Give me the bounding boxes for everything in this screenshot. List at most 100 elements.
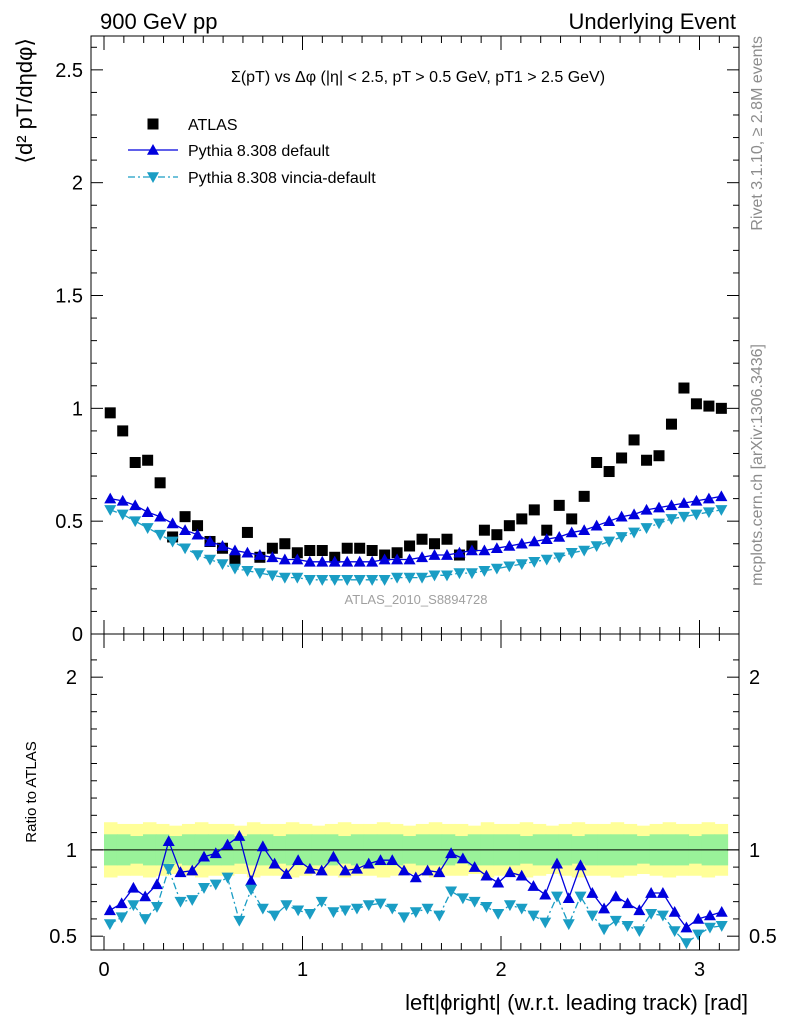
- header-right-label: Underlying Event: [568, 9, 736, 34]
- main-series-1-point: [204, 535, 217, 547]
- main-series-2-point: [628, 527, 641, 539]
- main-series-0-point: [266, 542, 278, 554]
- ratio-series-0-point: [398, 864, 411, 876]
- main-series-2-point: [565, 547, 578, 559]
- x-tick-label: 0: [98, 959, 109, 981]
- ratio-series-1-point: [468, 896, 481, 908]
- ratio-series-0-point: [245, 874, 258, 886]
- main-series-0-point: [179, 511, 191, 523]
- ratio-series-1-point: [633, 926, 646, 938]
- ratio-series-1-point: [303, 908, 316, 920]
- ratio-series-1-point: [103, 919, 116, 931]
- ratio-series-1-point: [374, 898, 387, 910]
- main-plot-area: [104, 382, 728, 586]
- main-series-2-point: [191, 550, 204, 562]
- ratio-series-0-point: [339, 864, 352, 876]
- main-series-1-point: [378, 553, 391, 565]
- ratio-series-1-point: [645, 908, 658, 920]
- main-series-1-point: [440, 549, 453, 560]
- ratio-series-0-point: [492, 876, 505, 888]
- ratio-series-1-point: [715, 921, 728, 932]
- ratio-series-0-point: [162, 835, 175, 847]
- main-series-1-point: [702, 492, 715, 504]
- main-series-2-point: [702, 507, 715, 519]
- ratio-y-tick-label-right: 2: [749, 667, 760, 689]
- main-series-1-point: [228, 544, 241, 556]
- main-series-1-point: [278, 553, 291, 565]
- main-series-2-point: [278, 572, 291, 584]
- main-series-2-point: [241, 566, 254, 577]
- main-series-0-point: [391, 547, 403, 559]
- ratio-series-0-point: [562, 892, 575, 903]
- main-series-1-point: [665, 499, 678, 511]
- ratio-y-axis-label: Ratio to ATLAS: [23, 741, 40, 842]
- ratio-series-1-point: [268, 910, 281, 922]
- main-series-2-point: [478, 566, 491, 577]
- main-series-0-point: [578, 490, 590, 502]
- main-series-1-point: [179, 524, 192, 535]
- ratio-series-0-point: [362, 857, 375, 869]
- ratio-series-0-point: [127, 881, 140, 893]
- ratio-series-0-point: [327, 850, 340, 862]
- main-series-2-point: [116, 509, 129, 521]
- main-series-0-point: [678, 382, 690, 394]
- main-series-2-point: [104, 505, 117, 516]
- main-series-2-point: [328, 575, 341, 586]
- ratio-series-0-point: [515, 869, 528, 881]
- main-series-0-point: [142, 454, 154, 466]
- main-series-1-point: [328, 555, 341, 567]
- main-series-2-point: [640, 523, 653, 534]
- main-series-0-point: [341, 542, 353, 554]
- main-series-1-point: [241, 546, 254, 558]
- main-series-2-point: [465, 568, 478, 580]
- ratio-series-1-point: [433, 910, 446, 922]
- main-series-2-point: [129, 516, 142, 528]
- ratio-series-1-point: [256, 903, 269, 915]
- ratio-series-1-point: [362, 900, 375, 912]
- ratio-plot-area: [91, 822, 739, 950]
- ratio-series-1-point: [233, 915, 246, 927]
- main-series-0-point: [129, 456, 141, 468]
- ratio-series-1-point: [609, 915, 622, 927]
- main-series-2-point: [590, 541, 603, 552]
- legend-entry: Pythia 8.308 default: [188, 143, 330, 160]
- ratio-series-0-point: [692, 912, 705, 924]
- ratio-series-0-point: [292, 854, 305, 866]
- main-series-2-point: [653, 518, 666, 530]
- main-series-2-point: [204, 554, 217, 566]
- main-series-2-point: [715, 505, 728, 516]
- ratio-series-1-point: [562, 919, 575, 931]
- main-series-0-point: [416, 533, 428, 545]
- main-series-2-point: [154, 529, 167, 541]
- main-series-1-point: [353, 555, 366, 567]
- ratio-series-1-point: [515, 903, 528, 915]
- main-series-2-point: [253, 568, 266, 580]
- ratio-series-0-point: [586, 887, 599, 898]
- ratio-y-tick-label-left: 0.5: [49, 926, 77, 948]
- ratio-series-0-point: [633, 904, 646, 916]
- main-series-1-point: [316, 555, 329, 567]
- main-series-2-point: [403, 572, 416, 584]
- ratio-y-tick-label-right: 0.5: [749, 926, 777, 948]
- main-series-0-point: [715, 402, 727, 414]
- main-series-0-point: [566, 513, 578, 525]
- main-series-2-point: [366, 575, 379, 586]
- main-series-2-point: [391, 572, 404, 584]
- ratio-series-0-point: [268, 857, 281, 869]
- main-series-2-point: [528, 556, 541, 568]
- main-series-1-point: [603, 515, 616, 526]
- main-series-2-point: [303, 575, 316, 586]
- ratio-series-1-point: [421, 903, 434, 915]
- main-series-0-point: [441, 533, 453, 545]
- ratio-y-tick-label-left: 2: [66, 667, 77, 689]
- ratio-series-0-point: [186, 864, 199, 876]
- ratio-series-1-point: [574, 891, 587, 903]
- x-axis-label: left|ϕright| (w.r.t. leading track) [rad…: [405, 990, 748, 1015]
- ratio-series-1-point: [162, 864, 175, 875]
- main-series-0-point: [154, 477, 166, 489]
- main-series-1-point: [116, 494, 129, 506]
- main-series-0-point: [516, 513, 528, 525]
- ratio-series-1-point: [127, 900, 140, 912]
- main-y-tick-label: 0: [72, 624, 83, 646]
- ratio-series-1-point: [621, 921, 634, 932]
